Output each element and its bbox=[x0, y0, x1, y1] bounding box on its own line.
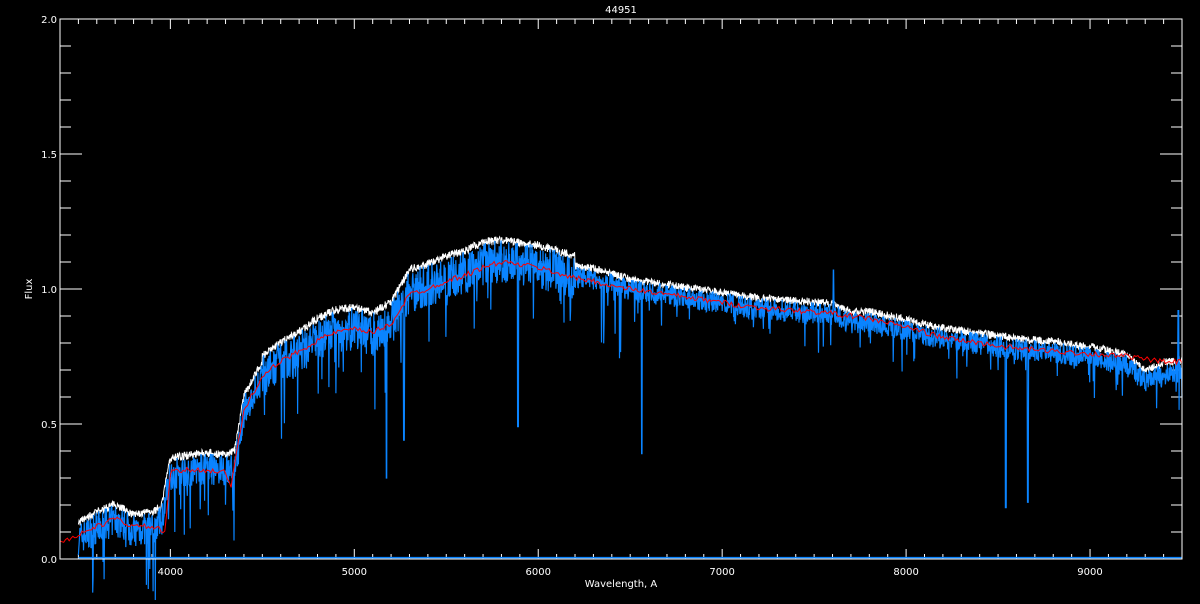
y-tick-label: 1.0 bbox=[41, 285, 57, 296]
x-tick-label: 7000 bbox=[709, 567, 734, 578]
x-tick-label: 9000 bbox=[1077, 567, 1102, 578]
x-tick-label: 5000 bbox=[342, 567, 367, 578]
chart-title: 44951 bbox=[605, 5, 637, 16]
y-tick-label: 1.5 bbox=[41, 150, 57, 161]
plot-frame bbox=[59, 18, 1183, 560]
axis-ticks: 4000 5000 6000 7000 8000 9000 0.0 0.5 1.0 1.5 2.0 bbox=[41, 15, 1183, 578]
x-tick-label: 6000 bbox=[526, 567, 551, 578]
x-tick-label: 4000 bbox=[158, 567, 183, 578]
x-axis-label: Wavelength, A bbox=[585, 579, 658, 590]
y-axis-label: Flux bbox=[24, 279, 35, 300]
plot-area bbox=[59, 235, 1183, 604]
model-spectrum bbox=[59, 260, 1183, 543]
y-tick-label: 0.5 bbox=[41, 420, 57, 431]
y-tick-label: 2.0 bbox=[41, 15, 57, 26]
x-tick-label: 8000 bbox=[893, 567, 918, 578]
observed-spectrum bbox=[77, 240, 1183, 604]
observed-upper-envelope bbox=[77, 235, 1183, 526]
y-tick-label: 0.0 bbox=[41, 555, 57, 566]
